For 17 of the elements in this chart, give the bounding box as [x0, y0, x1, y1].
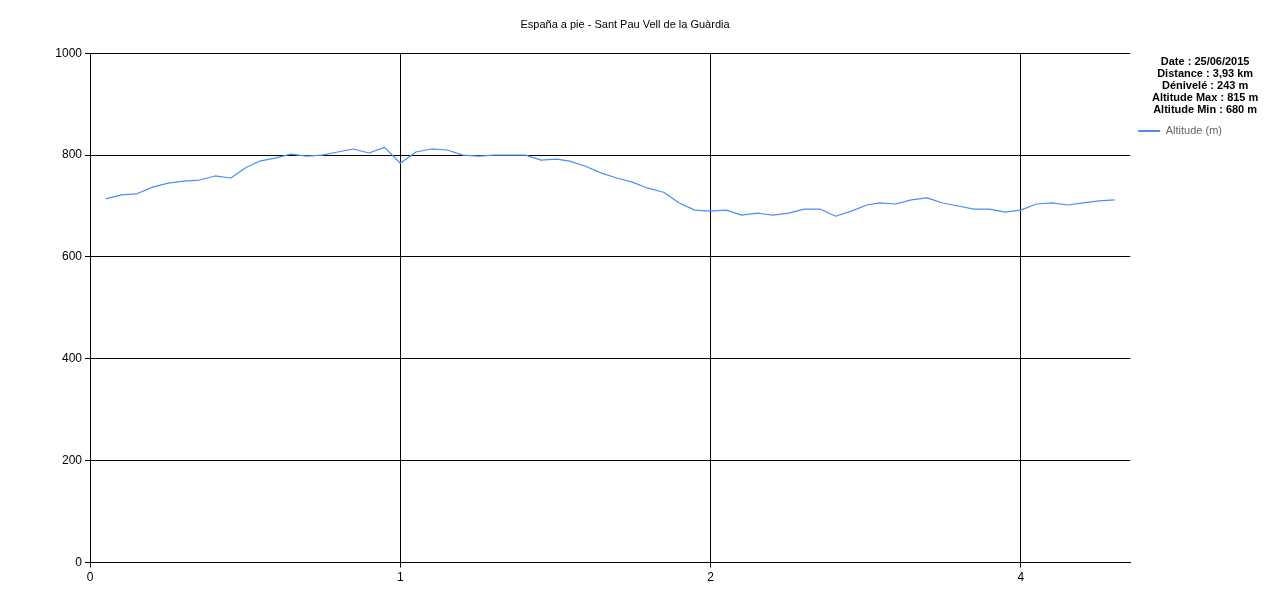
y-tick-label: 800 [61, 147, 83, 162]
text: Altitude Max : 815 m [1151, 90, 1259, 103]
y-tick-label: 400 [61, 351, 83, 366]
chart-title: España a pie - Sant Pau Vell de la Guàrdia [520, 17, 731, 30]
y-tick-label: 200 [61, 453, 83, 468]
text: Dénivelé : 243 m [1162, 78, 1249, 91]
x-tick-label: 4 [1017, 570, 1025, 585]
y-tick-label: 0 [75, 554, 83, 569]
x-tick-label: 0 [86, 570, 94, 585]
text: Altitude Min : 680 m [1153, 102, 1258, 115]
x-tick-label: 2 [707, 570, 715, 585]
text: Distance : 3,93 km [1157, 66, 1254, 79]
text: Date : 25/06/2015 [1160, 54, 1250, 67]
y-tick-label: 1000 [55, 45, 83, 60]
legend-label: Altitude (m) [1165, 123, 1223, 136]
y-tick-label: 600 [61, 249, 83, 264]
x-tick-label: 1 [396, 570, 404, 585]
